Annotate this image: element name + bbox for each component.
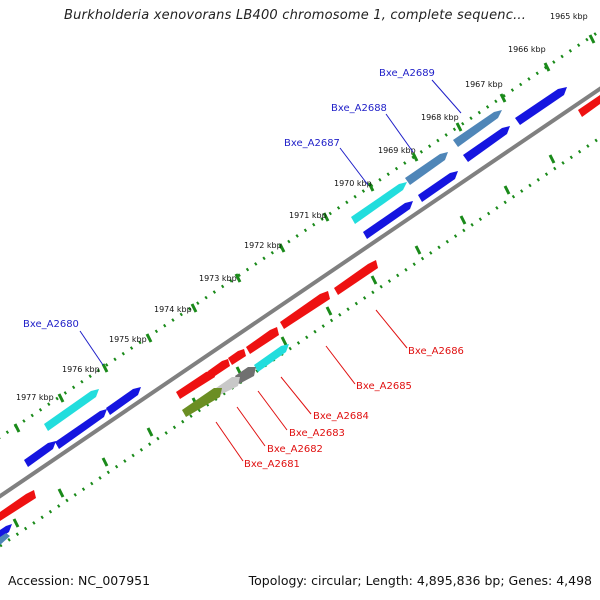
tick-label: 1965 kbp [550,12,588,21]
outer-major-ticks [13,34,596,433]
tick-label: 1966 kbp [508,45,546,54]
gene-label[interactable]: Bxe_A2682 [267,444,323,455]
gene-feature[interactable] [55,409,107,449]
gene-feature[interactable] [418,171,458,202]
gene-feature[interactable] [363,201,413,239]
gene-feature[interactable] [0,524,12,538]
label-leader-line [215,421,244,462]
gene-feature[interactable] [216,377,240,395]
label-leader-line [385,113,414,153]
gene-feature[interactable] [0,490,36,521]
tick-label: 1967 kbp [465,80,503,89]
tick-label: 1973 kbp [199,274,237,283]
tick-label: 1976 kbp [62,365,100,374]
gene-label[interactable]: Bxe_A2684 [313,411,369,422]
gene-label[interactable]: Bxe_A2687 [284,138,340,149]
label-leader-line [236,406,266,447]
sequence-title: Burkholderia xenovorans LB400 chromosome… [64,8,527,23]
backbone-line [0,86,600,499]
gene-label[interactable]: Bxe_A2688 [331,103,387,114]
tick-label: 1972 kbp [244,241,282,250]
tick-label: 1968 kbp [421,113,459,122]
sequence-info-text: Topology: circular; Length: 4,895,836 bp… [248,573,592,588]
gene-label[interactable]: Bxe_A2681 [244,459,300,470]
gene-label[interactable]: Bxe_A2685 [356,381,412,392]
gene-feature[interactable] [351,182,407,224]
tick-label: 1974 kbp [154,305,192,314]
gene-feature[interactable] [246,327,279,354]
label-leader-line [79,330,104,366]
label-leader-line [339,147,369,186]
gene-feature[interactable] [578,95,600,117]
label-leader-line [325,345,356,385]
tick-label: 1971 kbp [289,211,327,220]
label-leader-line [375,309,408,349]
tick-label: 1975 kbp [109,335,147,344]
inner-major-ticks [12,154,556,528]
outer-ruler-ring [0,28,600,440]
tick-label: 1969 kbp [378,146,416,155]
gene-feature[interactable] [334,260,378,295]
label-leader-line [431,79,462,114]
gene-feature[interactable] [176,370,215,399]
forward-strand-genes [0,87,567,538]
gene-feature[interactable] [228,349,246,365]
gene-feature[interactable] [235,367,256,384]
gene-label[interactable]: Bxe_A2683 [289,428,345,439]
gene-label[interactable]: Bxe_A2689 [379,68,435,79]
gene-feature[interactable] [106,387,141,415]
gene-feature[interactable] [44,389,99,431]
label-leader-line [257,390,288,431]
gene-feature[interactable] [463,126,510,162]
tick-label: 1977 kbp [16,393,54,402]
gene-feature[interactable] [280,291,330,329]
gene-feature[interactable] [405,152,448,185]
gene-feature[interactable] [453,110,502,147]
gene-feature[interactable] [182,388,222,417]
gene-label[interactable]: Bxe_A2686 [408,346,464,357]
accession-text: Accession: NC_007951 [8,573,151,588]
gene-label[interactable]: Bxe_A2680 [23,319,79,330]
label-leader-line [280,376,312,415]
reverse-strand-genes [0,95,600,545]
tick-label: 1970 kbp [334,179,372,188]
gene-feature[interactable] [254,344,289,372]
gene-feature[interactable] [24,441,56,467]
gene-feature[interactable] [515,87,567,125]
gene-feature[interactable] [0,533,10,545]
